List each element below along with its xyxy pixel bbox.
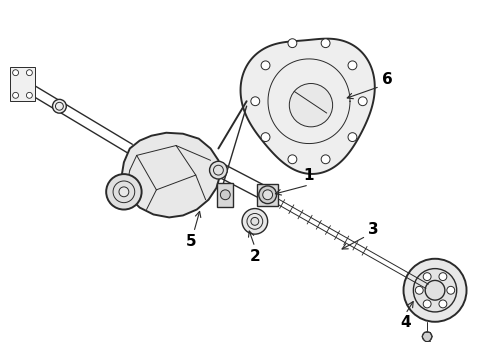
Circle shape (210, 161, 227, 179)
Text: 2: 2 (249, 249, 260, 264)
Circle shape (423, 273, 431, 280)
Circle shape (261, 61, 270, 70)
Circle shape (423, 300, 431, 308)
Text: 5: 5 (186, 234, 196, 248)
Circle shape (251, 217, 259, 225)
Polygon shape (10, 67, 35, 101)
Circle shape (52, 99, 66, 113)
Circle shape (348, 133, 357, 141)
Circle shape (119, 187, 129, 197)
Circle shape (321, 39, 330, 48)
Text: 4: 4 (400, 315, 411, 330)
Circle shape (113, 181, 135, 203)
Circle shape (247, 213, 263, 229)
Circle shape (13, 70, 19, 76)
Text: 6: 6 (382, 72, 393, 87)
Circle shape (251, 97, 260, 106)
Circle shape (404, 259, 466, 322)
Circle shape (439, 300, 447, 308)
Circle shape (321, 155, 330, 164)
Circle shape (422, 332, 432, 342)
Circle shape (288, 155, 297, 164)
Circle shape (447, 286, 455, 294)
Polygon shape (241, 39, 375, 174)
Circle shape (242, 208, 268, 234)
Circle shape (416, 286, 423, 294)
Polygon shape (122, 133, 220, 217)
Circle shape (55, 102, 63, 110)
Circle shape (106, 174, 142, 210)
Circle shape (220, 190, 230, 200)
Circle shape (261, 133, 270, 141)
Circle shape (259, 186, 276, 204)
Circle shape (26, 70, 32, 76)
Circle shape (414, 269, 457, 312)
Circle shape (288, 39, 297, 48)
Circle shape (289, 84, 333, 127)
Circle shape (425, 280, 445, 300)
Circle shape (348, 61, 357, 70)
Circle shape (439, 273, 447, 280)
Bar (257, 184, 278, 206)
Circle shape (26, 93, 32, 98)
Text: 3: 3 (368, 222, 378, 237)
Circle shape (263, 190, 272, 200)
Bar (218, 183, 233, 207)
Circle shape (214, 165, 223, 175)
Circle shape (13, 93, 19, 98)
Text: 1: 1 (304, 167, 314, 183)
Circle shape (358, 97, 367, 106)
